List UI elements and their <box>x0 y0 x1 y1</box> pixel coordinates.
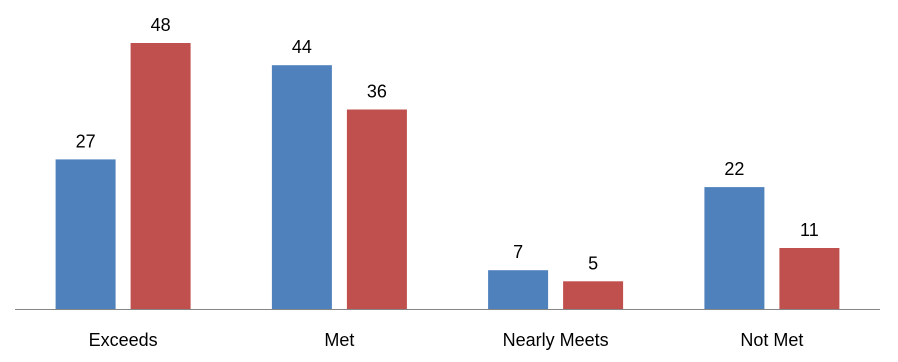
x-tick-label-nearly-meets: Nearly Meets <box>503 330 609 350</box>
bars-group <box>55 43 840 309</box>
bar-not-met-series-2 <box>779 248 840 309</box>
value-label-met-series-1: 44 <box>292 37 312 57</box>
bar-nearly-meets-series-2 <box>563 281 624 309</box>
bar-met-series-1 <box>271 65 332 309</box>
value-label-not-met-series-2: 11 <box>800 220 819 240</box>
value-label-exceeds-series-1: 27 <box>76 131 96 151</box>
x-tick-labels-group: Exceeds Met Nearly Meets Not Met <box>89 330 804 350</box>
value-label-not-met-series-1: 22 <box>724 159 744 179</box>
bar-exceeds-series-2 <box>130 43 191 309</box>
bar-not-met-series-1 <box>704 187 765 309</box>
value-label-nearly-meets-series-1: 7 <box>513 242 523 262</box>
bar-exceeds-series-1 <box>55 159 116 309</box>
value-label-nearly-meets-series-2: 5 <box>588 253 598 273</box>
bar-nearly-meets-series-1 <box>488 270 549 309</box>
bar-met-series-2 <box>346 109 407 309</box>
value-labels-group: 27 48 44 36 7 5 22 11 <box>76 15 819 273</box>
x-tick-label-exceeds: Exceeds <box>89 330 158 350</box>
x-tick-label-not-met: Not Met <box>740 330 803 350</box>
value-label-met-series-2: 36 <box>367 82 387 102</box>
value-label-exceeds-series-2: 48 <box>151 15 171 35</box>
x-tick-label-met: Met <box>324 330 354 350</box>
